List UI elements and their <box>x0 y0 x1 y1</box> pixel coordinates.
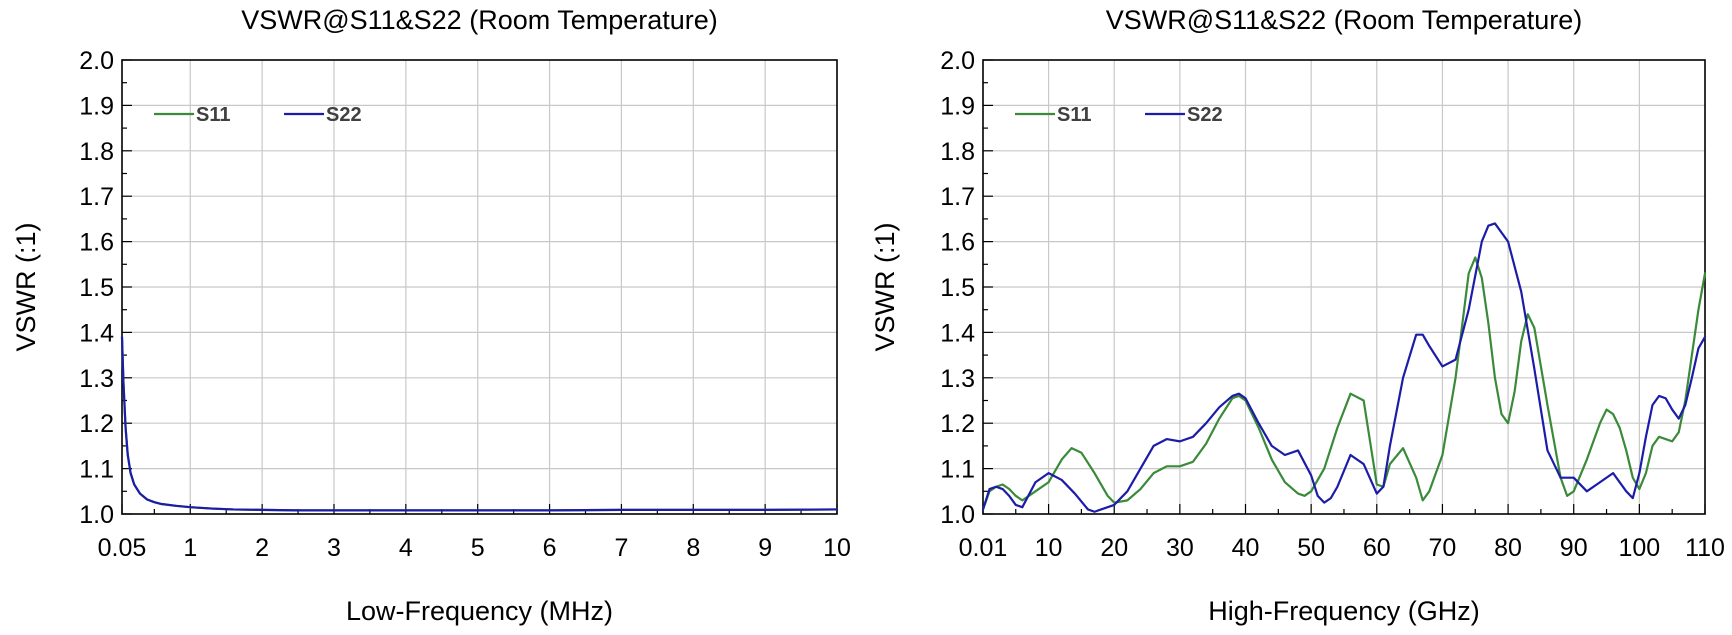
grid <box>983 60 1705 514</box>
y-tick-label: 1.9 <box>79 92 114 120</box>
y-tick-label: 1.8 <box>940 138 975 166</box>
x-tick-label: 70 <box>1429 534 1457 562</box>
x-tick-label: 0.05 <box>98 534 147 562</box>
y-tick-labels: 1.0 1.1 1.2 1.3 1.4 1.5 1.6 1.7 1.8 1.9 2.0 <box>79 47 114 529</box>
y-tick-label: 1.9 <box>940 92 975 120</box>
axis-ticks <box>982 59 1706 515</box>
y-tick-label: 1.0 <box>940 501 975 529</box>
y-tick-labels: 1.0 1.1 1.2 1.3 1.4 1.5 1.6 1.7 1.8 1.9 2.0 <box>940 47 975 529</box>
x-tick-label: 7 <box>614 534 628 562</box>
y-tick-label: 1.3 <box>79 365 114 393</box>
x-tick-label: 80 <box>1494 534 1522 562</box>
series-line-s22 <box>981 222 1707 513</box>
y-tick-label: 1.1 <box>79 456 114 484</box>
y-tick-label: 2.0 <box>940 47 975 75</box>
legend: S11 S22 <box>154 104 362 126</box>
x-tick-label: 10 <box>1035 534 1063 562</box>
y-tick-label: 1.6 <box>79 229 114 257</box>
y-tick-label: 1.4 <box>79 319 114 347</box>
y-tick-label: 1.2 <box>79 410 114 438</box>
legend-label-s11: S11 <box>196 104 230 126</box>
x-tick-label: 5 <box>471 534 485 562</box>
x-tick-label: 20 <box>1100 534 1128 562</box>
legend-label-s22: S22 <box>326 104 362 126</box>
x-tick-label: 4 <box>399 534 413 562</box>
series-line-s22 <box>120 335 839 512</box>
y-tick-label: 1.7 <box>79 183 114 211</box>
x-tick-label: 60 <box>1363 534 1391 562</box>
chart-low-frequency: VSWR@S11&S22 (Room Temperature) 0.05 1 2 3 4… <box>11 5 851 626</box>
y-tick-label: 1.2 <box>940 410 975 438</box>
chart-high-frequency: VSWR@S11&S22 (Room Temperature) 0.01 10 20… <box>870 5 1725 626</box>
y-tick-label: 1.7 <box>940 183 975 211</box>
x-tick-label: 50 <box>1297 534 1325 562</box>
legend-label-s22: S22 <box>1187 104 1223 126</box>
x-tick-label: 10 <box>823 534 851 562</box>
y-tick-label: 1.1 <box>940 456 975 484</box>
x-tick-labels: 0.01 10 20 30 40 50 60 70 80 90 100 110 <box>959 534 1725 562</box>
x-axis-label: High-Frequency (GHz) <box>1208 596 1480 626</box>
x-axis-label: Low-Frequency (MHz) <box>346 596 613 626</box>
chart-title: VSWR@S11&S22 (Room Temperature) <box>241 5 718 35</box>
x-tick-label: 0.01 <box>959 534 1008 562</box>
x-tick-label: 90 <box>1560 534 1588 562</box>
series-line-s11 <box>981 256 1707 511</box>
chart-title: VSWR@S11&S22 (Room Temperature) <box>1106 5 1583 35</box>
x-tick-label: 30 <box>1166 534 1194 562</box>
y-axis-label: VSWR (:1) <box>870 222 900 351</box>
x-tick-label: 100 <box>1618 534 1660 562</box>
series-group <box>120 335 839 512</box>
y-tick-label: 1.5 <box>940 274 975 302</box>
y-tick-label: 1.6 <box>940 229 975 257</box>
x-tick-label: 6 <box>543 534 557 562</box>
y-tick-label: 1.4 <box>940 319 975 347</box>
y-tick-label: 1.3 <box>940 365 975 393</box>
y-tick-label: 1.0 <box>79 501 114 529</box>
x-tick-label: 3 <box>327 534 341 562</box>
x-tick-label: 2 <box>255 534 269 562</box>
y-tick-label: 2.0 <box>79 47 114 75</box>
x-tick-label: 8 <box>686 534 700 562</box>
legend: S11 S22 <box>1015 104 1223 126</box>
y-axis-label: VSWR (:1) <box>11 222 41 351</box>
x-tick-label: 40 <box>1232 534 1260 562</box>
legend-label-s11: S11 <box>1057 104 1091 126</box>
series-group <box>981 222 1707 513</box>
x-tick-label: 110 <box>1685 534 1725 562</box>
x-tick-label: 9 <box>758 534 772 562</box>
x-tick-labels: 0.05 1 2 3 4 5 6 7 8 9 10 <box>98 534 851 562</box>
grid <box>122 60 837 514</box>
y-tick-label: 1.5 <box>79 274 114 302</box>
x-tick-label: 1 <box>183 534 197 562</box>
y-tick-label: 1.8 <box>79 138 114 166</box>
